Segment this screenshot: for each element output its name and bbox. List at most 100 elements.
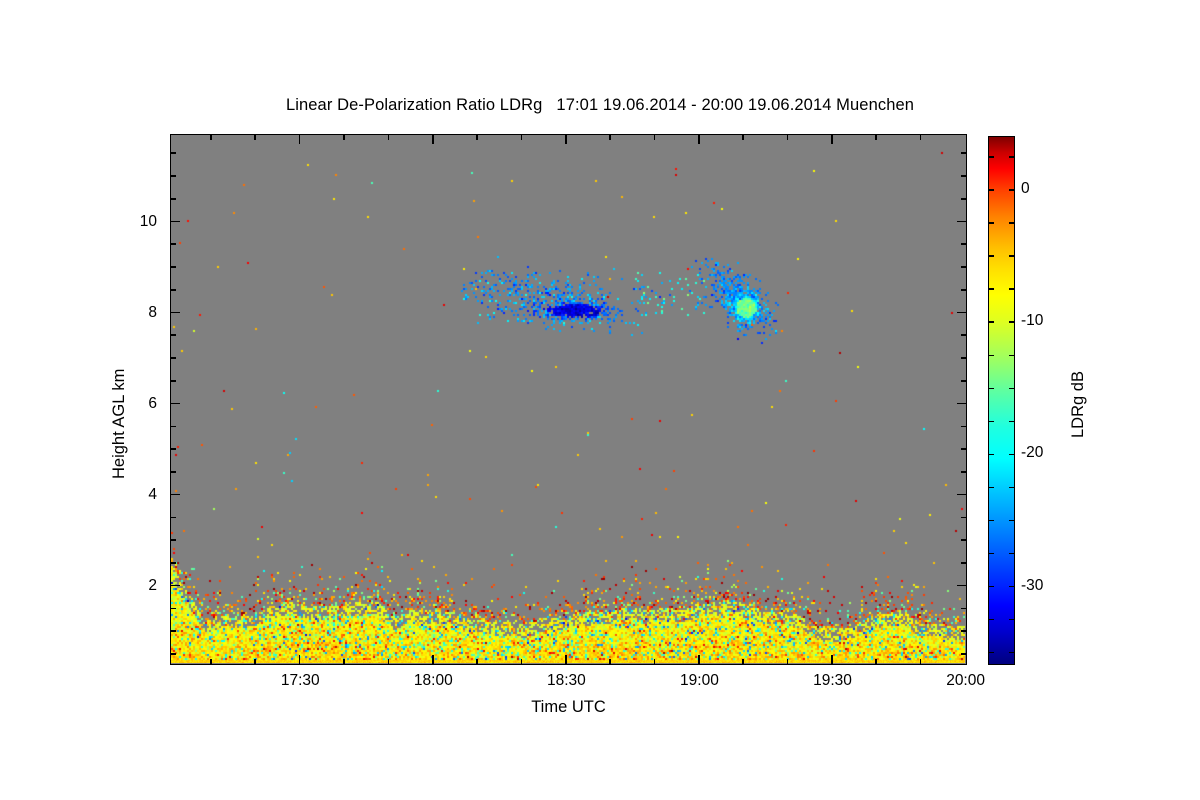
y-tick-minor [171, 653, 176, 655]
x-tick-label: 18:00 [413, 672, 453, 689]
x-tick-major [698, 135, 700, 144]
y-tick-minor [961, 448, 966, 450]
x-tick-major [698, 655, 700, 664]
y-tick-label: 6 [148, 395, 157, 413]
y-tick-minor [171, 471, 176, 473]
x-tick-minor [343, 135, 345, 140]
y-tick-minor [961, 607, 966, 610]
y-tick-minor [961, 288, 966, 291]
colorbar-tick-label: 0 [1021, 179, 1030, 197]
colorbar-tick [989, 420, 994, 423]
colorbar-tick [989, 619, 994, 621]
y-tick-minor [961, 197, 966, 200]
colorbar-tick [1009, 585, 1014, 588]
x-tick-major [431, 655, 434, 664]
y-tick-minor [171, 607, 176, 610]
x-tick-minor [476, 135, 478, 140]
x-tick-minor [786, 659, 789, 664]
y-tick-minor [171, 288, 176, 291]
colorbar-tick [1009, 652, 1014, 654]
y-tick-minor [171, 175, 176, 177]
x-tick-major [831, 655, 833, 664]
y-tick-label: 4 [148, 486, 157, 504]
x-tick-minor [254, 659, 257, 664]
colorbar[interactable] [988, 136, 1015, 665]
x-tick-minor [875, 659, 878, 664]
x-tick-minor [786, 135, 789, 140]
y-tick-minor [171, 562, 176, 564]
colorbar-tick [1009, 189, 1014, 191]
y-tick-minor [961, 152, 966, 154]
x-tick-major [564, 135, 567, 144]
x-tick-major [831, 135, 833, 144]
colorbar-tick [1009, 156, 1014, 158]
y-tick-minor [171, 516, 176, 519]
colorbar-tick-label: -30 [1021, 576, 1044, 594]
x-tick-label: 18:30 [546, 672, 586, 689]
y-tick-minor [171, 243, 176, 246]
colorbar-tick [989, 453, 994, 456]
x-tick-minor [875, 135, 878, 140]
x-tick-minor [520, 659, 523, 664]
y-tick-major [171, 402, 180, 405]
colorbar-tick [989, 585, 994, 588]
y-tick-minor [961, 653, 966, 655]
y-tick-minor [171, 357, 176, 359]
colorbar-tick [989, 288, 994, 290]
x-tick-minor [520, 135, 523, 140]
y-tick-major [957, 402, 966, 405]
plot-axes[interactable] [170, 134, 967, 665]
y-tick-minor [171, 630, 176, 632]
colorbar-tick [989, 486, 994, 489]
colorbar-tick [1009, 387, 1014, 389]
colorbar-tick [1009, 552, 1014, 555]
colorbar-tick [1009, 222, 1014, 224]
y-tick-major [957, 493, 966, 496]
x-tick-minor [919, 659, 922, 664]
colorbar-tick [1009, 486, 1014, 489]
y-tick-label: 8 [148, 304, 157, 322]
y-tick-minor [961, 471, 966, 473]
x-tick-minor [653, 135, 656, 140]
x-tick-minor [476, 659, 478, 664]
y-tick-major [171, 220, 180, 223]
y-tick-minor [171, 448, 176, 450]
x-tick-minor [742, 135, 744, 140]
colorbar-tick [989, 222, 994, 224]
x-tick-minor [387, 135, 390, 140]
y-tick-minor [171, 379, 176, 382]
colorbar-tick [1009, 288, 1014, 290]
y-tick-minor [961, 425, 966, 428]
x-tick-major [298, 135, 301, 144]
y-tick-major [957, 311, 966, 314]
colorbar-tick [989, 354, 994, 356]
y-axis-label: Height AGL km [110, 368, 128, 479]
y-tick-minor [961, 266, 966, 268]
x-tick-major [298, 655, 301, 664]
y-tick-minor [171, 197, 176, 200]
x-tick-minor [609, 659, 611, 664]
y-tick-label: 2 [148, 577, 157, 595]
y-tick-minor [961, 175, 966, 177]
x-tick-minor [343, 659, 345, 664]
y-tick-minor [961, 562, 966, 564]
x-tick-minor [653, 659, 656, 664]
y-tick-major [171, 493, 180, 496]
y-tick-minor [961, 379, 966, 382]
colorbar-tick [989, 255, 994, 257]
x-tick-minor [919, 135, 922, 140]
colorbar-label: LDRg dB [1069, 371, 1087, 438]
colorbar-tick [989, 519, 994, 522]
x-axis-label: Time UTC [531, 698, 606, 716]
y-tick-minor [961, 630, 966, 632]
colorbar-tick [989, 321, 994, 323]
y-tick-minor [961, 516, 966, 519]
colorbar-tick [989, 652, 994, 654]
colorbar-tick [1009, 519, 1014, 522]
y-tick-minor [961, 334, 966, 337]
colorbar-tick [989, 552, 994, 555]
colorbar-tick [1009, 354, 1014, 356]
heatmap-data-area[interactable] [171, 135, 965, 663]
x-tick-major [431, 135, 434, 144]
